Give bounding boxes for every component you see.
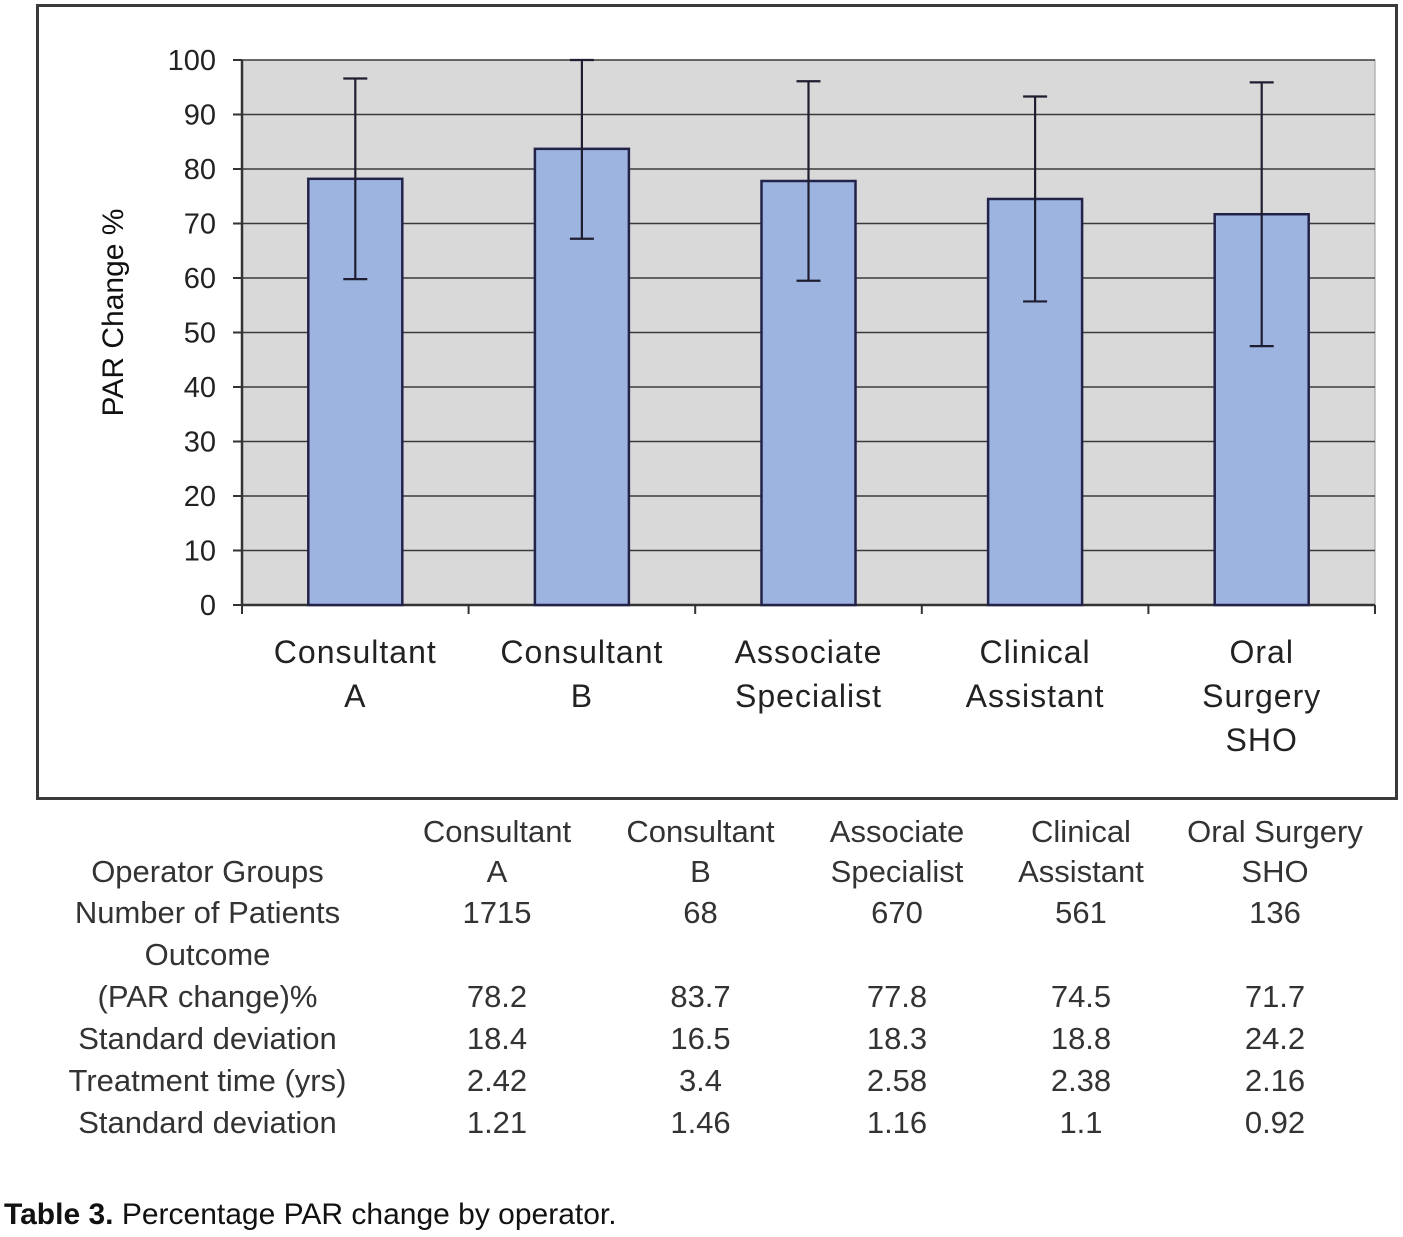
table-cell: 24.2	[1244, 1021, 1306, 1056]
table-cell: 2.58	[866, 1063, 928, 1098]
y-tick-label: 0	[200, 590, 216, 622]
table-cell: 1.1	[1059, 1105, 1103, 1140]
table-header-label: Operator Groups	[91, 854, 324, 889]
table-header-row: Operator Groups Consultant A Consultant …	[40, 812, 1400, 892]
table-cell: 1.16	[866, 1105, 928, 1140]
table-row: Number of Patients 1715 68 670 561 136	[40, 892, 1400, 934]
table-cell: 2.42	[466, 1063, 528, 1098]
y-tick-label: 100	[168, 45, 216, 77]
y-axis-title: PAR Change %	[97, 209, 130, 417]
table-cell: 74.5	[1050, 979, 1112, 1014]
table-cell: 136	[1249, 895, 1301, 930]
table-cell: 16.5	[670, 1021, 731, 1056]
y-tick-label: 60	[184, 263, 216, 295]
table-cell: 2.16	[1244, 1063, 1306, 1098]
bar-chart: 0 10 20 30 40 50 60 70 80 90 100 Consultant A Consult…	[97, 45, 1376, 758]
y-tick-label: 90	[184, 100, 216, 132]
data-table: Operator Groups Consultant A Consultant …	[40, 812, 1400, 1144]
caption-label: Table 3.	[4, 1198, 114, 1231]
table-cell: 71.7	[1244, 979, 1306, 1014]
x-category-label: Oral Surgery SHO	[1202, 634, 1321, 758]
y-tick-label: 20	[184, 481, 216, 513]
row-label: Standard deviation	[78, 1021, 337, 1056]
table-cell: 18.3	[866, 1021, 928, 1056]
table-cell: 0.92	[1244, 1105, 1306, 1140]
row-label: Standard deviation	[78, 1105, 337, 1140]
table-cell: 1715	[462, 895, 532, 930]
table-cell: 18.8	[1050, 1021, 1112, 1056]
table-cell: 1.46	[670, 1105, 731, 1140]
table-column-header: Oral Surgery SHO	[1187, 814, 1363, 889]
row-label: Treatment time (yrs)	[68, 1063, 347, 1098]
table-row: Outcome (PAR change)% 78.2 83.7 77.8 74.…	[40, 934, 1400, 1018]
table-cell: 670	[871, 895, 923, 930]
table-column-header: Associate Specialist	[829, 814, 965, 889]
table-cell: 83.7	[670, 979, 731, 1014]
table-row: Standard deviation 1.21 1.46 1.16 1.1 0.…	[40, 1102, 1400, 1144]
x-category-label: Associate Specialist	[735, 634, 883, 714]
table-cell: 68	[683, 895, 718, 930]
table-cell: 77.8	[866, 979, 928, 1014]
table-column-header: Consultant B	[626, 814, 775, 889]
table-cell: 18.4	[466, 1021, 528, 1056]
x-category-label: Consultant A	[274, 634, 437, 714]
row-label: Number of Patients	[74, 895, 341, 930]
x-category-label: Consultant B	[500, 634, 663, 714]
table-cell: 78.2	[466, 979, 528, 1014]
table-cell: 2.38	[1050, 1063, 1112, 1098]
table-cell: 1.21	[466, 1105, 528, 1140]
table-row: Treatment time (yrs) 2.42 3.4 2.58 2.38 …	[40, 1060, 1400, 1102]
x-category-label: Clinical Assistant	[966, 634, 1105, 714]
y-tick-label: 30	[184, 427, 216, 459]
y-tick-label: 40	[184, 372, 216, 404]
table-column-header: Consultant A	[422, 814, 572, 889]
row-label: Outcome (PAR change)%	[97, 937, 318, 1014]
chart-frame: 0 10 20 30 40 50 60 70 80 90 100 Consultant A Consult…	[36, 4, 1398, 800]
y-tick-label: 80	[184, 154, 216, 186]
caption: Table 3. Percentage PAR change by operat…	[4, 1198, 617, 1232]
table-cell: 561	[1055, 895, 1107, 930]
y-tick-label: 50	[184, 318, 216, 350]
table-column-header: Clinical Assistant	[1018, 814, 1144, 889]
table-cell: 3.4	[678, 1063, 723, 1098]
y-tick-label: 10	[184, 536, 216, 568]
caption-text: Percentage PAR change by operator.	[121, 1198, 617, 1231]
table-row: Standard deviation 18.4 16.5 18.3 18.8 2…	[40, 1018, 1400, 1060]
y-tick-label: 70	[184, 209, 216, 241]
